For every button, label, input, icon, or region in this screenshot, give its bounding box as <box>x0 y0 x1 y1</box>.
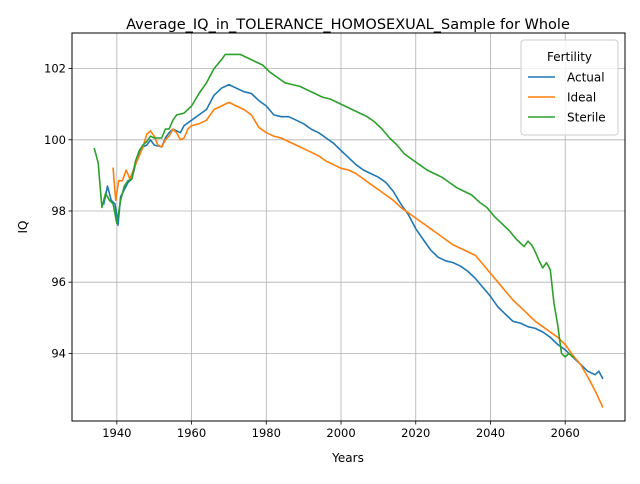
series-lines <box>93 53 604 408</box>
y-tick-label: 102 <box>44 62 66 76</box>
legend-label-ideal: Ideal <box>567 91 596 105</box>
series-line-ideal <box>112 101 604 408</box>
y-tick-label: 94 <box>51 346 66 360</box>
legend-box <box>520 39 619 136</box>
grid-lines <box>72 33 625 421</box>
x-tick-label: 2060 <box>551 426 580 440</box>
legend-title: Fertility <box>547 50 592 64</box>
x-tick-label: 1980 <box>252 426 281 440</box>
x-axis-ticks: 1940 1960 1980 2000 2020 2040 2060 <box>102 421 580 440</box>
x-tick-label: 2020 <box>401 426 430 440</box>
x-tick-label: 2000 <box>326 426 355 440</box>
legend-label-sterile: Sterile <box>567 111 606 125</box>
legend-entries: Actual Ideal Sterile <box>528 71 606 125</box>
series-line-actual <box>102 83 604 380</box>
chart-title: Average_IQ_in_TOLERANCE_HOMOSEXUAL_Sampl… <box>126 17 570 33</box>
x-tick-label: 2040 <box>476 426 505 440</box>
x-tick-label: 1940 <box>102 426 131 440</box>
y-axis-label: IQ <box>16 221 30 234</box>
plot-area-frame <box>71 32 626 422</box>
legend-label-actual: Actual <box>567 71 605 85</box>
legend: Fertility Actual Ideal Sterile <box>520 39 619 136</box>
y-tick-label: 98 <box>51 204 66 218</box>
series-line-sterile <box>93 53 574 359</box>
x-axis-label: Years <box>331 451 364 465</box>
y-axis-ticks: 94 96 98 100 102 <box>44 62 72 360</box>
y-tick-label: 100 <box>44 133 66 147</box>
x-tick-label: 1960 <box>177 426 206 440</box>
y-tick-label: 96 <box>51 275 66 289</box>
